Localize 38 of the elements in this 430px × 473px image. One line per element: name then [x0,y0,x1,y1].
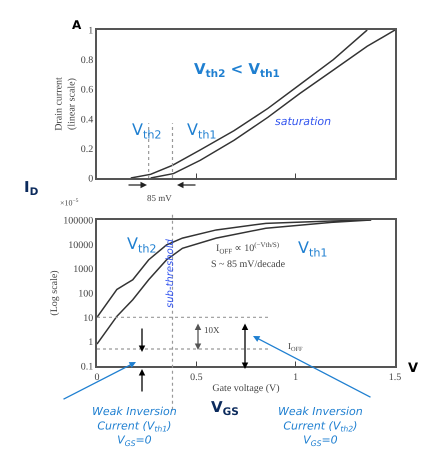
y-tick-label: 100000 [63,216,94,226]
y-tick-label: 1 [88,337,94,348]
x-axis-title: Gate voltage (V) [212,382,280,394]
text: V$_{GS}$ [211,398,239,418]
y-tick-label: 0.2 [80,144,94,155]
y-tick-label: 0.6 [80,84,94,96]
text: V [408,361,418,376]
annotation: 10X [204,325,220,335]
text: Weak Inversion Current (V$_{th1}$) V$_{GS}$=0 [92,405,177,448]
x-tick-label: 1.5 [388,372,402,383]
y-tick-label: 1000 [73,264,94,276]
annotation: V$_{th1}$ [298,238,328,260]
annotation: V$_{th1}$ [187,120,217,142]
annotation: S ~ 85 mV/decade [211,259,286,270]
y-tick-label: 1 [88,26,94,36]
y-tick-label: 10 [83,312,94,324]
y-tick-label: 0.8 [80,55,94,66]
y-tick-label: 0.1 [80,362,94,372]
text: 85 mV [147,193,172,203]
annotation: sub-threshold [165,238,176,308]
annotation: V$_{th2}$ [132,120,162,142]
annotation: V$_{th2}$ < V$_{th1}$ [194,60,280,80]
annotation: saturation [275,115,332,128]
x-tick-label: 0.5 [190,372,203,383]
text: Weak Inversion Current (V$_{th2}$) V$_{GS}$=0 [278,405,363,448]
annotation: I$_{OFF}$ [288,341,304,353]
x-tick-label: 1 [293,372,298,383]
y-axis-title: Drain current (linear scale) [53,76,78,131]
y-tick-label: 0.4 [80,114,94,126]
text: ×10$^{−5}$ [60,198,79,208]
annotation: I$_{OFF}$ ∝ 10$^{(−Vth/S)}$ [216,241,280,256]
y-tick-label: 10000 [68,240,94,251]
text: A [72,18,82,32]
y-axis-title: (Log scale) [48,270,60,316]
text: I$_{D}$ [24,178,39,198]
y-tick-label: 100 [78,288,94,300]
y-tick-label: 0 [88,174,94,184]
annotation: V$_{th2}$ [127,234,157,256]
